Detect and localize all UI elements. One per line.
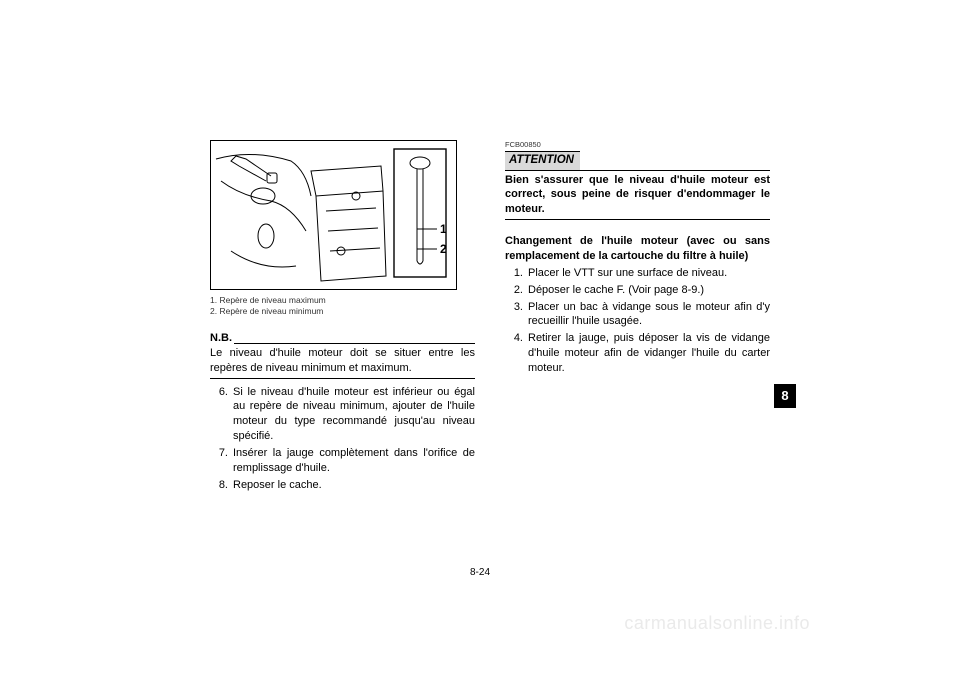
step-7: 7. Insérer la jauge complètement dans l'… xyxy=(210,446,475,476)
nb-block: N.B. Le niveau d'huile moteur doit se si… xyxy=(210,331,475,379)
section-title: Changement de l'huile moteur (avec ou sa… xyxy=(505,234,770,264)
nb-text: Le niveau d'huile moteur doit se situer … xyxy=(210,346,475,376)
nb-end-rule xyxy=(210,378,475,379)
step-2: 2. Déposer le cache F. (Voir page 8-9.) xyxy=(505,283,770,298)
nb-label: N.B. xyxy=(210,331,232,346)
step-6: 6. Si le niveau d'huile moteur est infér… xyxy=(210,385,475,444)
attention-text: Bien s'assurer que le niveau d'huile mot… xyxy=(505,173,770,218)
right-steps: 1. Placer le VTT sur une surface de nive… xyxy=(505,266,770,376)
step-4: 4. Retirer la jauge, puis déposer la vis… xyxy=(505,331,770,376)
chapter-tab: 8 xyxy=(774,384,796,408)
left-column: 1 2 1. Repère de niveau maximum 2. Repèr… xyxy=(210,140,475,495)
step-8: 8. Reposer le cache. xyxy=(210,478,475,493)
figure-caption: 1. Repère de niveau maximum 2. Repère de… xyxy=(210,295,475,317)
caption-line-1: 1. Repère de niveau maximum xyxy=(210,295,475,306)
watermark: carmanualsonline.info xyxy=(624,613,810,634)
page-number: 8-24 xyxy=(0,567,960,578)
step-3: 3. Placer un bac à vidange sous le moteu… xyxy=(505,300,770,330)
left-steps: 6. Si le niveau d'huile moteur est infér… xyxy=(210,385,475,493)
engine-illustration: 1 2 xyxy=(211,141,456,289)
callout-1: 1 xyxy=(440,222,447,236)
right-column: FCB00850 ATTENTION Bien s'assurer que le… xyxy=(505,140,770,495)
callout-2: 2 xyxy=(440,242,447,256)
step-1: 1. Placer le VTT sur une surface de nive… xyxy=(505,266,770,281)
attention-heading-row: ATTENTION xyxy=(505,151,770,171)
content-area: 1 2 1. Repère de niveau maximum 2. Repèr… xyxy=(210,140,770,495)
caption-line-2: 2. Repère de niveau minimum xyxy=(210,306,475,317)
dipstick-figure: 1 2 xyxy=(210,140,457,290)
attention-end-rule xyxy=(505,219,770,220)
reference-code: FCB00850 xyxy=(505,140,770,150)
attention-label: ATTENTION xyxy=(505,151,580,170)
manual-page: 1 2 1. Repère de niveau maximum 2. Repèr… xyxy=(0,0,960,678)
